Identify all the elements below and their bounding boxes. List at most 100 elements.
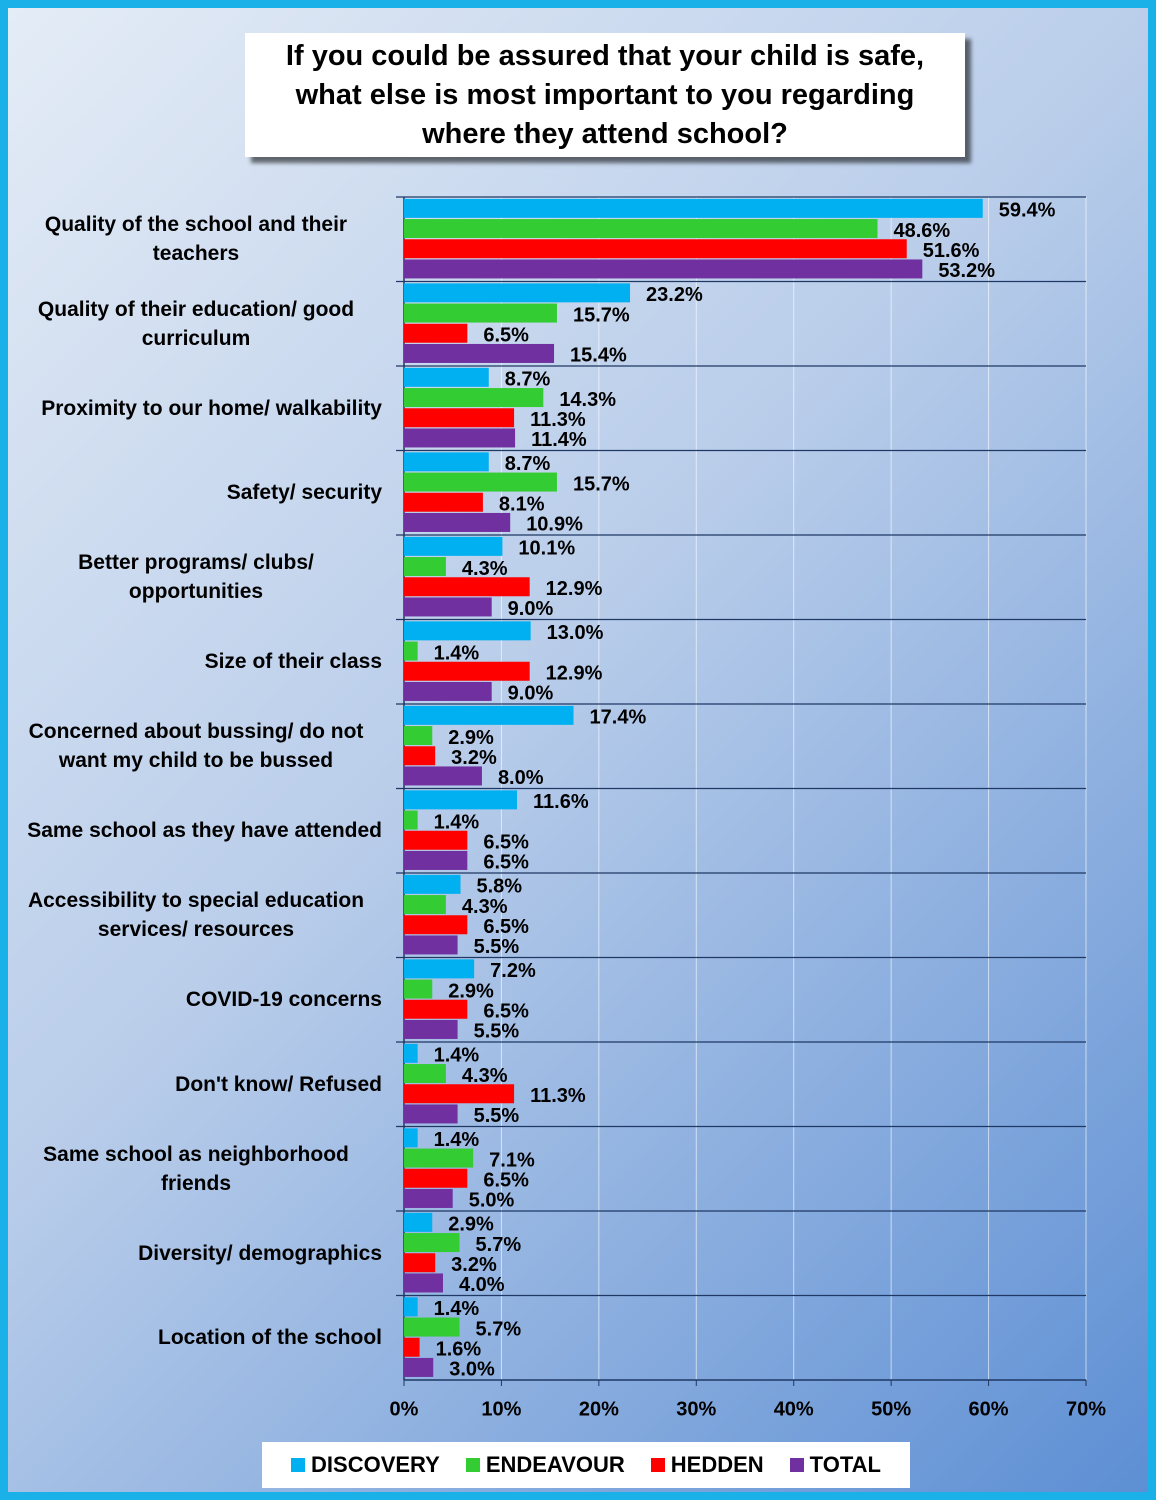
- value-label: 9.0%: [508, 683, 554, 705]
- value-label: 5.5%: [474, 936, 520, 958]
- value-label: 23.2%: [646, 284, 703, 306]
- value-label: 6.5%: [483, 325, 529, 347]
- bar: [404, 1253, 436, 1273]
- bar: [404, 597, 492, 617]
- value-label: 5.5%: [474, 1021, 520, 1043]
- value-label: 1.4%: [434, 642, 480, 664]
- value-label: 14.3%: [559, 389, 616, 411]
- value-label: 15.4%: [570, 345, 627, 367]
- legend-label: ENDEAVOUR: [485, 1452, 625, 1477]
- value-label: 5.7%: [476, 1318, 522, 1340]
- bar: [404, 790, 518, 810]
- bar: [404, 1273, 443, 1293]
- category-label-box: Location of the school: [10, 1296, 382, 1381]
- value-label: 9.0%: [508, 598, 554, 620]
- value-label: 17.4%: [590, 707, 647, 729]
- value-label: 4.3%: [462, 896, 508, 918]
- chart-title: If you could be assured that your child …: [245, 33, 965, 157]
- bar: [404, 705, 574, 725]
- bar: [404, 621, 531, 641]
- legend-item: TOTAL: [789, 1452, 881, 1478]
- value-label: 11.4%: [531, 429, 587, 451]
- bar: [404, 1357, 434, 1377]
- value-label: 5.0%: [469, 1190, 515, 1212]
- value-label: 15.7%: [573, 473, 630, 495]
- value-label: 11.3%: [530, 1085, 586, 1107]
- category-label-box: Concerned about bussing/ do not want my …: [10, 704, 382, 789]
- category-label-box: COVID-19 concerns: [10, 958, 382, 1043]
- bar: [404, 1188, 453, 1208]
- bar: [404, 1064, 446, 1084]
- category-label: Safety/ security: [226, 481, 382, 505]
- legend-label: HEDDEN: [670, 1452, 764, 1477]
- bar: [404, 472, 557, 492]
- legend-swatch: [650, 1458, 665, 1472]
- value-label: 1.4%: [434, 811, 480, 833]
- bar: [404, 766, 482, 786]
- category-label-box: Size of their class: [10, 620, 382, 705]
- value-label: 8.1%: [499, 494, 545, 516]
- bar: [404, 323, 468, 343]
- legend-item: DISCOVERY: [291, 1452, 440, 1478]
- bar: [404, 830, 468, 850]
- bar: [404, 999, 468, 1019]
- category-label-box: Safety/ security: [10, 451, 382, 536]
- category-label: Size of their class: [204, 650, 382, 674]
- bar: [404, 959, 475, 979]
- value-label: 6.5%: [483, 852, 529, 874]
- bar: [404, 661, 530, 681]
- x-tick-label: 60%: [969, 1398, 1009, 1420]
- legend-label: TOTAL: [809, 1452, 881, 1477]
- value-label: 1.4%: [434, 1045, 480, 1067]
- value-label: 10.9%: [526, 514, 583, 536]
- category-label-box: Quality of the school and their teachers: [10, 197, 382, 282]
- bar: [404, 428, 516, 448]
- value-label: 8.0%: [498, 767, 544, 789]
- bar: [404, 1148, 474, 1168]
- bar: [404, 874, 461, 894]
- bar: [404, 935, 458, 955]
- bar: [404, 895, 446, 915]
- category-label: Same school as neighborhood friends: [43, 1142, 349, 1195]
- value-label: 11.6%: [533, 791, 589, 813]
- x-tick-label: 0%: [390, 1398, 419, 1420]
- bar: [404, 1043, 418, 1063]
- value-label: 4.3%: [462, 558, 508, 580]
- value-label: 13.0%: [547, 622, 604, 644]
- bar: [404, 452, 489, 472]
- bar: [404, 577, 530, 597]
- value-label: 12.9%: [546, 578, 603, 600]
- category-label: Diversity/ demographics: [138, 1241, 382, 1265]
- value-label: 11.3%: [530, 409, 586, 431]
- bar: [404, 810, 418, 830]
- bar: [404, 259, 923, 279]
- value-label: 2.9%: [448, 1214, 494, 1236]
- bar: [404, 512, 511, 532]
- legend: DISCOVERY ENDEAVOUR HEDDEN TOTAL: [262, 1442, 910, 1488]
- bar: [404, 1317, 460, 1337]
- value-label: 12.9%: [546, 663, 603, 685]
- value-label: 1.6%: [436, 1339, 482, 1361]
- category-label-box: Accessibility to special education servi…: [10, 873, 382, 958]
- bar: [404, 283, 631, 303]
- category-label-box: Same school as neighborhood friends: [10, 1127, 382, 1212]
- value-label: 2.9%: [448, 727, 494, 749]
- value-label: 5.8%: [477, 876, 523, 898]
- category-label: Location of the school: [158, 1326, 382, 1350]
- bar: [404, 408, 515, 428]
- bar: [404, 641, 418, 661]
- bar: [404, 850, 468, 870]
- value-label: 6.5%: [483, 916, 529, 938]
- bar: [404, 536, 503, 556]
- bar: [404, 681, 492, 701]
- category-label: Quality of their education/ good curricu…: [37, 297, 355, 350]
- plot: 0% 10% 20% 30% 40% 50% 60% 70% 59.4% 48.6%51.6%53…: [390, 196, 1106, 1420]
- bar: [404, 746, 436, 766]
- category-label: Better programs/ clubs/ opportunities: [78, 551, 314, 604]
- category-label-box: Better programs/ clubs/ opportunities: [10, 535, 382, 620]
- bar: [404, 1337, 420, 1357]
- category-label: Concerned about bussing/ do not want my …: [28, 720, 364, 773]
- x-tick-label: 40%: [774, 1398, 814, 1420]
- category-label-box: Proximity to our home/ walkability: [10, 366, 382, 451]
- value-label: 5.5%: [474, 1105, 520, 1127]
